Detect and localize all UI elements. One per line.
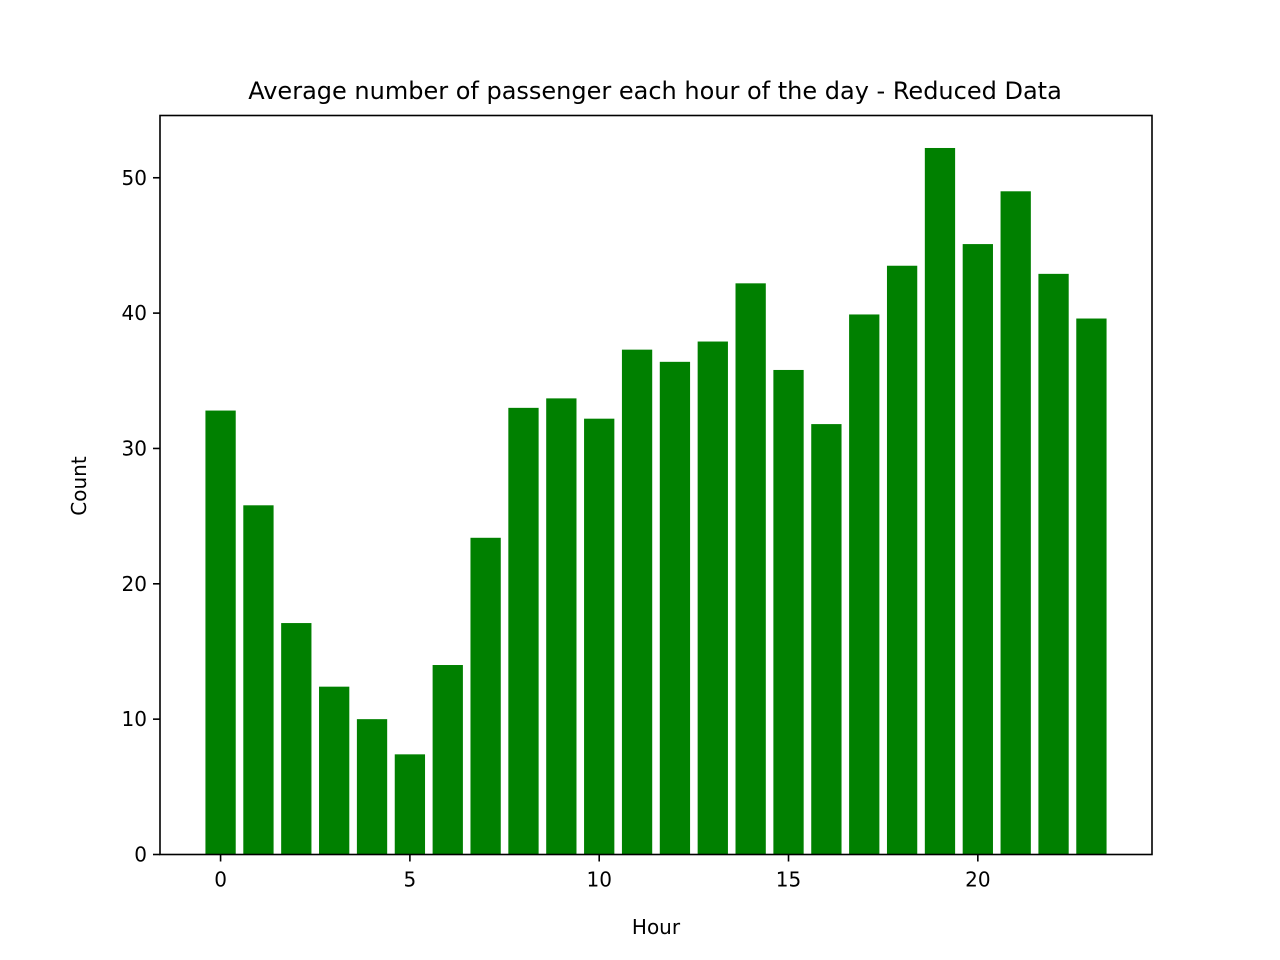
bar-hour-13 (697, 341, 728, 855)
x-tick-label-5: 5 (404, 868, 417, 892)
y-tick-label-10: 10 (122, 707, 147, 731)
bar-hour-5 (394, 754, 426, 855)
bar-hour-18 (886, 265, 918, 855)
x-tick-label-15: 15 (776, 868, 801, 892)
bar-hour-22 (1038, 273, 1069, 855)
bar-hour-8 (508, 407, 539, 855)
x-tick-label-10: 10 (586, 868, 611, 892)
y-tick-label-40: 40 (122, 301, 147, 325)
bar-hour-19 (924, 147, 956, 855)
bar-hour-16 (811, 424, 842, 855)
y-tick-label-30: 30 (122, 436, 147, 460)
x-tick-label-0: 0 (214, 868, 227, 892)
bar-hour-15 (773, 369, 804, 855)
bar-hour-6 (432, 665, 463, 855)
bar-hour-10 (584, 418, 615, 855)
bar-hour-23 (1076, 318, 1107, 855)
bar-hour-20 (962, 244, 993, 855)
x-tick-label-20: 20 (965, 868, 990, 892)
bars-group (205, 147, 1107, 855)
y-axis-label: Count (67, 456, 91, 516)
y-tick-label-20: 20 (122, 572, 147, 596)
chart-title: Average number of passenger each hour of… (248, 77, 1062, 105)
y-tick-label-50: 50 (122, 166, 147, 190)
x-axis-ticks: 0 5 10 15 20 (214, 854, 991, 892)
y-tick-label-0: 0 (134, 843, 147, 867)
bar-hour-9 (546, 398, 577, 855)
bar-hour-4 (356, 719, 388, 855)
bar-hour-17 (849, 314, 880, 855)
bar-hour-1 (243, 505, 274, 855)
bar-hour-21 (1000, 191, 1031, 855)
plot-frame (159, 114, 1153, 856)
bar-hour-14 (735, 283, 766, 855)
bar-hour-12 (659, 361, 691, 855)
bar-hour-3 (319, 686, 350, 855)
bar-hour-7 (470, 537, 501, 855)
y-axis-ticks: 0 10 20 30 40 50 (122, 166, 160, 867)
bar-hour-11 (621, 349, 653, 855)
bar-hour-0 (205, 410, 236, 855)
x-axis-label: Hour (632, 915, 681, 939)
bar-hour-2 (281, 623, 312, 855)
